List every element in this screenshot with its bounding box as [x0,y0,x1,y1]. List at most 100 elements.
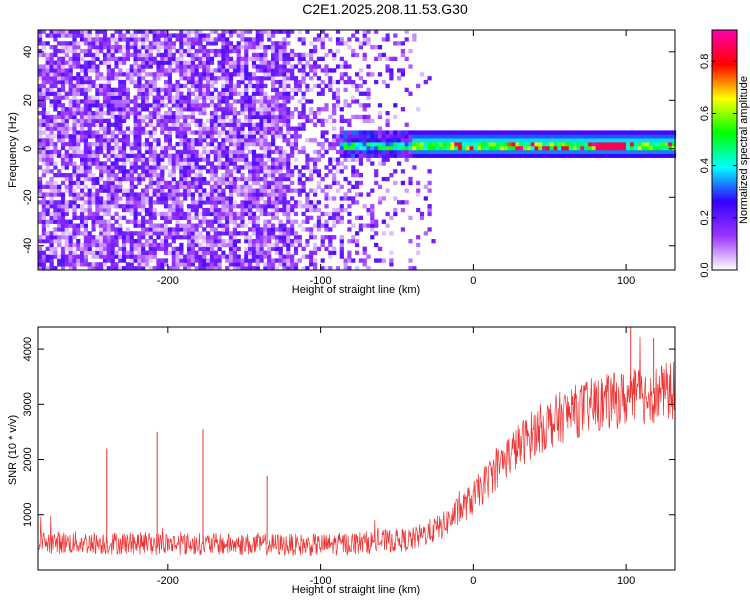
heatmap-cell [137,176,142,182]
heatmap-cell [38,64,43,69]
heatmap-cell [38,149,43,155]
heatmap-cell [225,29,230,34]
heatmap-cell [87,145,92,151]
heatmap-cell [484,153,489,158]
heatmap-cell [64,111,69,116]
heatmap-cell [278,114,283,120]
heatmap-cell [316,91,321,96]
heatmap-cell [72,45,77,50]
heatmap-cell [236,262,241,267]
heatmap-cell [137,266,142,271]
heatmap-cell [358,45,363,50]
heatmap-cell [305,215,310,220]
heatmap-cell [374,145,379,151]
heatmap-cell [362,79,367,85]
heatmap-cell [351,157,356,162]
heatmap-cell [286,52,291,58]
heatmap-cell [305,52,310,58]
heatmap-cell [282,29,287,34]
heatmap-cell [83,250,88,255]
heatmap-cell [110,180,115,186]
heatmap-cell [118,227,123,232]
heatmap-cell [328,83,333,89]
heatmap-cell [385,211,390,217]
heatmap-cell [236,138,241,143]
heatmap-cell [141,33,146,38]
heatmap-cell [72,215,77,220]
heatmap-cell [206,149,211,155]
heatmap-cell [595,134,600,139]
heatmap-cell [251,266,257,271]
heatmap-cell [202,239,207,244]
heatmap-cell [183,231,188,236]
heatmap-cell [91,192,96,197]
heatmap-cell [198,200,203,205]
heatmap-cell [102,95,108,100]
heatmap-cell [240,149,245,155]
heatmap-cell [141,246,146,251]
heatmap-cell [171,239,176,244]
heatmap-cell [99,37,104,42]
heatmap-cell [248,246,253,251]
heatmap-cell [110,95,115,100]
heatmap-cell [179,161,184,166]
heatmap-cell [419,138,425,143]
heatmap-cell [148,242,153,248]
heatmap-cell [209,227,215,232]
heatmap-cell [99,223,104,228]
heatmap-cell [129,79,134,85]
heatmap-cell [305,72,310,77]
heatmap-cell [99,219,104,224]
heatmap-cell [95,95,100,100]
heatmap-cell [255,29,260,34]
heatmap-cell [511,138,516,143]
heatmap-cell [301,204,306,209]
heatmap-cell [175,79,180,85]
heatmap-cell [72,33,77,38]
heatmap-cell [251,242,257,248]
heatmap-cell [221,142,226,147]
heatmap-cell [465,134,470,139]
heatmap-cell [80,130,85,135]
heatmap-cell [328,157,333,162]
heatmap-cell [64,246,69,251]
heatmap-cell [389,231,394,236]
heatmap-cell [240,207,245,213]
heatmap-cell [236,188,241,193]
heatmap-cell [278,223,283,228]
heatmap-cell [225,56,230,61]
heatmap-cell [118,235,123,240]
heatmap-cell [202,165,207,170]
heatmap-cell [282,41,287,46]
heatmap-cell [278,157,283,162]
heatmap-cell [64,142,69,147]
heatmap-cell [49,157,54,162]
heatmap-cell [102,165,108,170]
heatmap-cell [232,91,237,96]
heatmap-cell [412,33,417,38]
heatmap-cell [144,173,150,178]
heatmap-cell [225,87,230,92]
heatmap-cell [64,165,69,170]
heatmap-cell [351,258,356,263]
heatmap-cell [232,64,237,69]
heatmap-cell [213,169,218,174]
heatmap-cell [76,165,81,170]
heatmap-cell [565,134,570,139]
heatmap-cell [454,153,459,158]
heatmap-cell [251,56,257,61]
heatmap-cell [106,169,111,174]
heatmap-cell [171,176,176,182]
heatmap-cell [122,114,127,120]
heatmap-cell [267,254,272,259]
heatmap-cell [427,211,432,217]
heatmap-cell [358,149,363,155]
heatmap-cell [267,149,272,155]
heatmap-cell [274,134,279,139]
heatmap-cell [83,149,88,155]
heatmap-cell [186,169,192,174]
heatmap-cell [347,149,352,155]
heatmap-cell [160,188,165,193]
heatmap-cell [106,60,111,65]
heatmap-cell [125,111,130,116]
